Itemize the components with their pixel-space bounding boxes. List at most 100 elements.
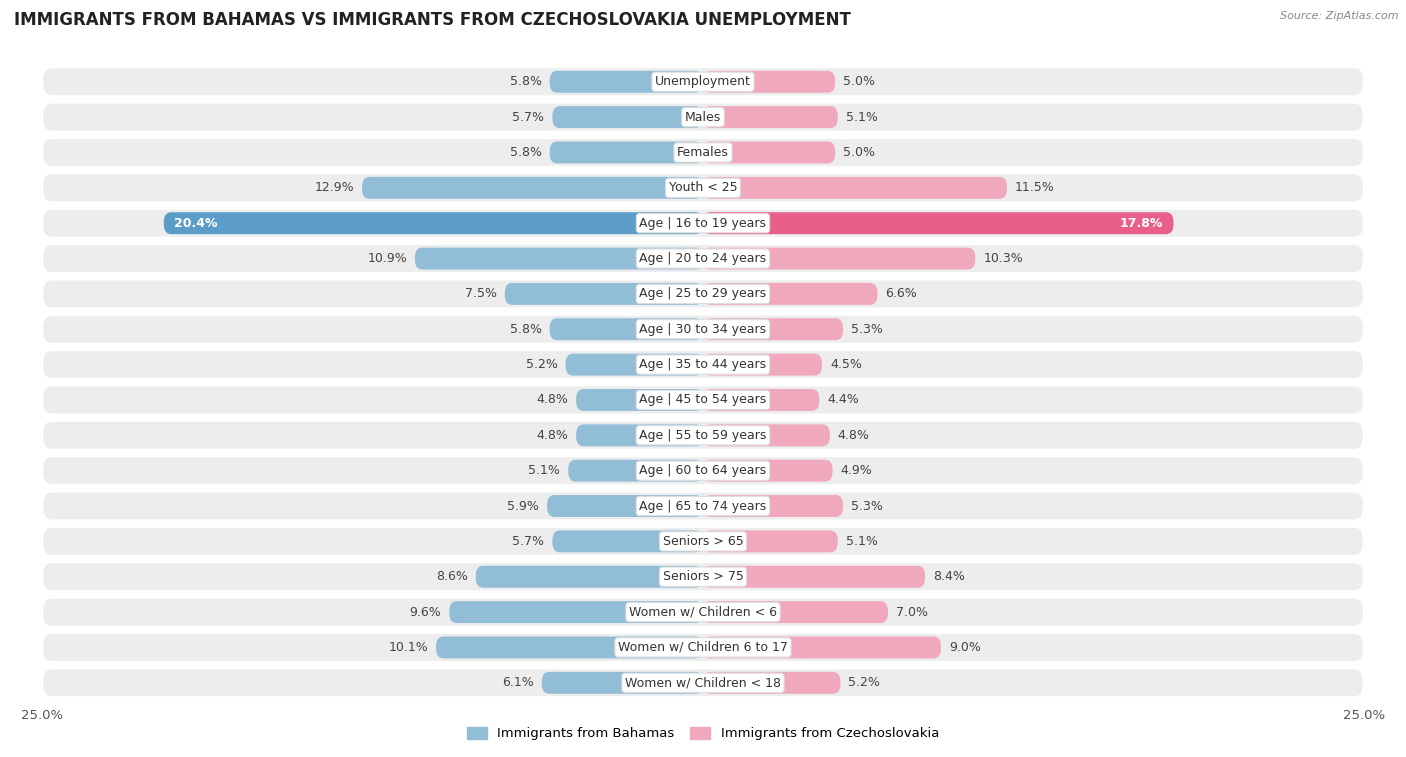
Text: Source: ZipAtlas.com: Source: ZipAtlas.com: [1281, 11, 1399, 21]
Text: Seniors > 75: Seniors > 75: [662, 570, 744, 583]
Legend: Immigrants from Bahamas, Immigrants from Czechoslovakia: Immigrants from Bahamas, Immigrants from…: [461, 721, 945, 746]
FancyBboxPatch shape: [550, 71, 703, 93]
Text: 4.4%: 4.4%: [827, 394, 859, 407]
Text: 9.6%: 9.6%: [409, 606, 441, 618]
Text: Seniors > 65: Seniors > 65: [662, 535, 744, 548]
Text: 5.1%: 5.1%: [529, 464, 560, 477]
Text: 6.1%: 6.1%: [502, 676, 534, 690]
FancyBboxPatch shape: [42, 527, 1364, 556]
FancyBboxPatch shape: [42, 244, 1364, 273]
Text: 5.0%: 5.0%: [844, 75, 875, 89]
Text: 5.7%: 5.7%: [512, 535, 544, 548]
Text: 5.9%: 5.9%: [508, 500, 538, 512]
FancyBboxPatch shape: [703, 425, 830, 447]
Text: 17.8%: 17.8%: [1119, 217, 1163, 229]
FancyBboxPatch shape: [415, 248, 703, 269]
Text: Age | 35 to 44 years: Age | 35 to 44 years: [640, 358, 766, 371]
FancyBboxPatch shape: [163, 212, 703, 234]
Text: Women w/ Children < 6: Women w/ Children < 6: [628, 606, 778, 618]
FancyBboxPatch shape: [703, 142, 835, 164]
FancyBboxPatch shape: [42, 385, 1364, 415]
Text: 5.7%: 5.7%: [512, 111, 544, 123]
FancyBboxPatch shape: [703, 531, 838, 553]
FancyBboxPatch shape: [42, 562, 1364, 591]
Text: 12.9%: 12.9%: [315, 182, 354, 195]
FancyBboxPatch shape: [576, 389, 703, 411]
Text: 20.4%: 20.4%: [174, 217, 218, 229]
FancyBboxPatch shape: [703, 318, 844, 340]
Text: Age | 55 to 59 years: Age | 55 to 59 years: [640, 428, 766, 442]
FancyBboxPatch shape: [703, 106, 838, 128]
FancyBboxPatch shape: [42, 138, 1364, 167]
Text: 5.8%: 5.8%: [510, 322, 541, 336]
Text: Youth < 25: Youth < 25: [669, 182, 737, 195]
FancyBboxPatch shape: [703, 354, 823, 375]
Text: 6.6%: 6.6%: [886, 288, 917, 301]
FancyBboxPatch shape: [703, 283, 877, 305]
Text: 8.6%: 8.6%: [436, 570, 468, 583]
Text: 11.5%: 11.5%: [1015, 182, 1054, 195]
FancyBboxPatch shape: [42, 668, 1364, 697]
FancyBboxPatch shape: [703, 459, 832, 481]
FancyBboxPatch shape: [475, 565, 703, 587]
Text: Age | 60 to 64 years: Age | 60 to 64 years: [640, 464, 766, 477]
FancyBboxPatch shape: [703, 177, 1007, 199]
FancyBboxPatch shape: [553, 531, 703, 553]
FancyBboxPatch shape: [547, 495, 703, 517]
Text: 9.0%: 9.0%: [949, 641, 981, 654]
Text: Age | 45 to 54 years: Age | 45 to 54 years: [640, 394, 766, 407]
FancyBboxPatch shape: [450, 601, 703, 623]
FancyBboxPatch shape: [42, 209, 1364, 238]
Text: Women w/ Children 6 to 17: Women w/ Children 6 to 17: [619, 641, 787, 654]
FancyBboxPatch shape: [541, 672, 703, 693]
FancyBboxPatch shape: [703, 71, 835, 93]
Text: 5.2%: 5.2%: [526, 358, 558, 371]
FancyBboxPatch shape: [703, 601, 889, 623]
Text: 7.0%: 7.0%: [896, 606, 928, 618]
FancyBboxPatch shape: [42, 491, 1364, 521]
Text: Females: Females: [678, 146, 728, 159]
Text: 5.8%: 5.8%: [510, 146, 541, 159]
FancyBboxPatch shape: [550, 318, 703, 340]
FancyBboxPatch shape: [361, 177, 703, 199]
FancyBboxPatch shape: [42, 103, 1364, 132]
Text: Age | 16 to 19 years: Age | 16 to 19 years: [640, 217, 766, 229]
Text: 10.9%: 10.9%: [367, 252, 406, 265]
FancyBboxPatch shape: [576, 425, 703, 447]
FancyBboxPatch shape: [42, 315, 1364, 344]
FancyBboxPatch shape: [703, 389, 820, 411]
Text: 7.5%: 7.5%: [465, 288, 496, 301]
Text: Age | 25 to 29 years: Age | 25 to 29 years: [640, 288, 766, 301]
Text: 4.8%: 4.8%: [536, 394, 568, 407]
Text: Age | 65 to 74 years: Age | 65 to 74 years: [640, 500, 766, 512]
Text: Males: Males: [685, 111, 721, 123]
FancyBboxPatch shape: [553, 106, 703, 128]
FancyBboxPatch shape: [703, 212, 1174, 234]
FancyBboxPatch shape: [42, 456, 1364, 485]
Text: 4.8%: 4.8%: [536, 428, 568, 442]
FancyBboxPatch shape: [703, 495, 844, 517]
FancyBboxPatch shape: [703, 672, 841, 693]
Text: Age | 30 to 34 years: Age | 30 to 34 years: [640, 322, 766, 336]
Text: 10.1%: 10.1%: [388, 641, 427, 654]
FancyBboxPatch shape: [550, 142, 703, 164]
Text: 5.2%: 5.2%: [848, 676, 880, 690]
Text: 4.5%: 4.5%: [830, 358, 862, 371]
FancyBboxPatch shape: [42, 597, 1364, 627]
FancyBboxPatch shape: [703, 637, 941, 659]
Text: 10.3%: 10.3%: [983, 252, 1024, 265]
Text: 5.3%: 5.3%: [851, 500, 883, 512]
FancyBboxPatch shape: [42, 633, 1364, 662]
Text: 8.4%: 8.4%: [934, 570, 965, 583]
Text: 5.8%: 5.8%: [510, 75, 541, 89]
FancyBboxPatch shape: [42, 173, 1364, 202]
Text: Unemployment: Unemployment: [655, 75, 751, 89]
FancyBboxPatch shape: [42, 279, 1364, 308]
Text: 5.0%: 5.0%: [844, 146, 875, 159]
FancyBboxPatch shape: [568, 459, 703, 481]
FancyBboxPatch shape: [436, 637, 703, 659]
Text: 5.1%: 5.1%: [846, 111, 877, 123]
FancyBboxPatch shape: [42, 350, 1364, 379]
FancyBboxPatch shape: [703, 248, 976, 269]
Text: 5.1%: 5.1%: [846, 535, 877, 548]
